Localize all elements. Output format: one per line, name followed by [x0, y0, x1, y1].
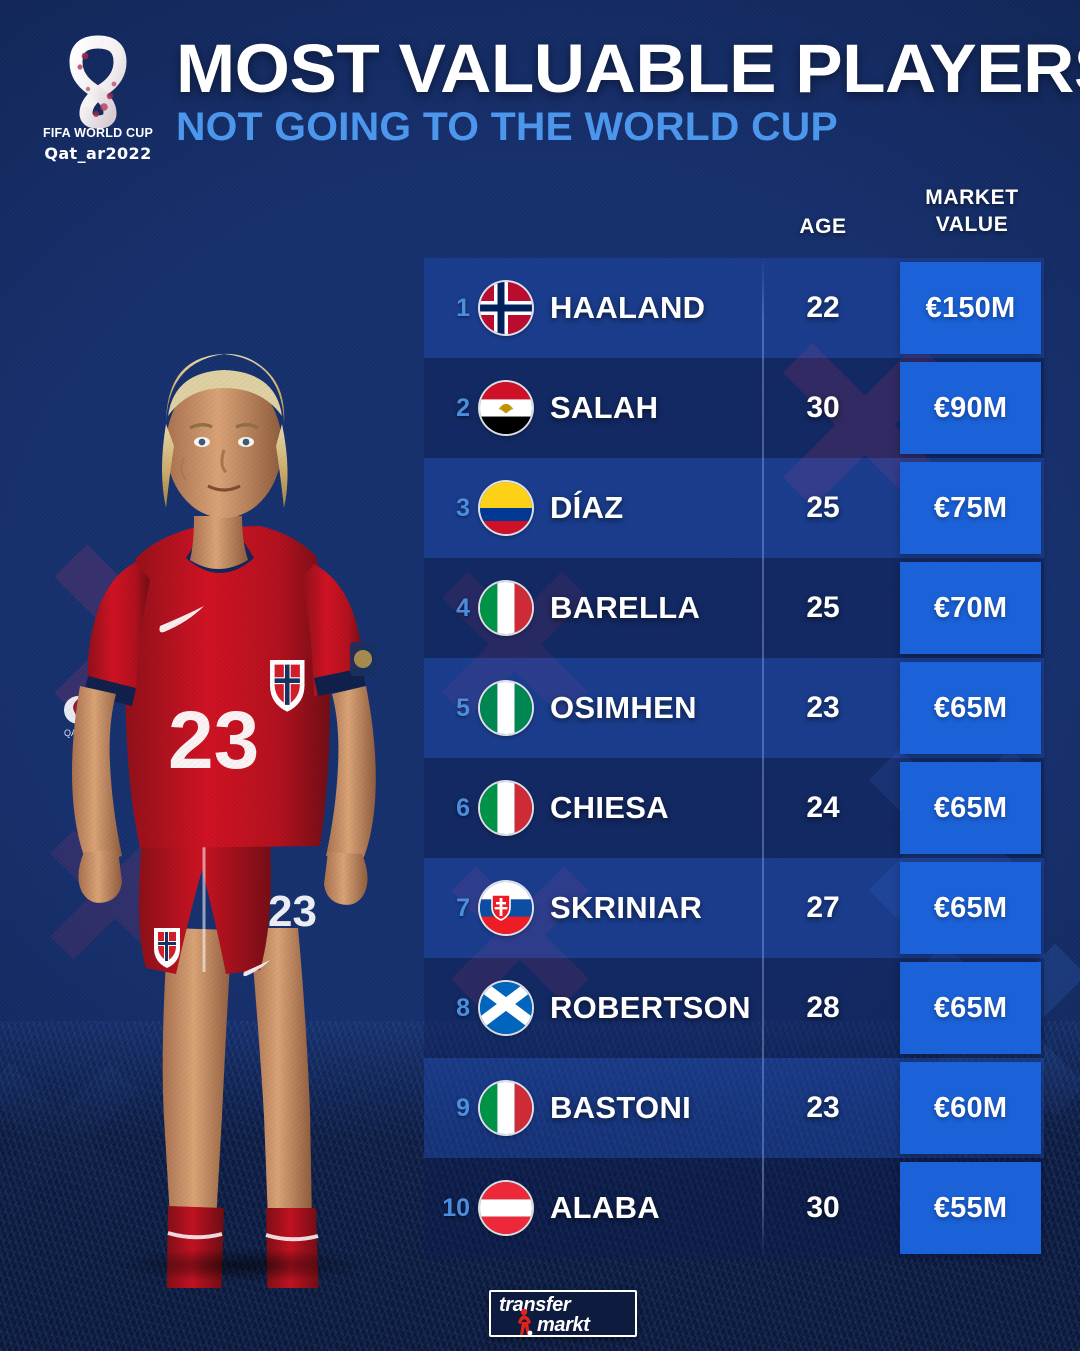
player-market-value: €65M: [900, 762, 1041, 854]
svg-text:23: 23: [168, 695, 259, 786]
player-name: DÍAZ: [550, 490, 624, 525]
table-row[interactable]: 7 SKRINIAR 27 €65M: [424, 858, 1044, 958]
player-market-value: €150M: [900, 262, 1041, 354]
page-title: MOST VALUABLE PLAYERS: [176, 30, 1080, 107]
rank-number: 1: [456, 293, 470, 322]
rank-number: 5: [456, 693, 470, 722]
player-name: ALABA: [550, 1190, 660, 1225]
title-block: MOST VALUABLE PLAYERS NOT GOING TO THE W…: [176, 34, 1080, 147]
austria-flag: [480, 1182, 532, 1234]
italy-flag: [480, 1082, 532, 1134]
table-column-divider: [762, 258, 764, 1258]
player-market-value: €65M: [900, 662, 1041, 754]
column-header-market-value: MARKET VALUE: [900, 185, 1044, 239]
rank-number: 9: [456, 1093, 470, 1122]
italy-flag: [480, 582, 532, 634]
slovakia-flag: [480, 882, 532, 934]
page-subtitle: NOT GOING TO THE WORLD CUP: [176, 105, 838, 150]
italy-flag: [480, 782, 532, 834]
table-row[interactable]: 9 BASTONI 23 €60M: [424, 1058, 1044, 1158]
nigeria-flag: [480, 682, 532, 734]
player-age: 23: [806, 691, 840, 724]
player-market-value: €65M: [900, 962, 1041, 1054]
transfermarkt-logo-bottom: markt: [537, 1314, 590, 1336]
column-header-age: AGE: [799, 215, 847, 238]
table-row[interactable]: 6 CHIESA 24 €65M: [424, 758, 1044, 858]
scotland-flag: [480, 982, 532, 1034]
player-market-value: €70M: [900, 562, 1041, 654]
players-table: 1 HAALAND 22 €150M 2 SALAH 30 €90M 3 DÍA…: [424, 258, 1044, 1258]
player-age: 22: [806, 291, 840, 324]
footballer-icon: [518, 1308, 533, 1335]
player-market-value: €90M: [900, 362, 1041, 454]
player-age: 30: [806, 1191, 840, 1224]
rank-number: 10: [442, 1193, 470, 1222]
player-age: 24: [806, 791, 840, 824]
table-row[interactable]: 4 BARELLA 25 €70M: [424, 558, 1044, 658]
svg-text:23: 23: [268, 887, 317, 936]
table-row[interactable]: 3 DÍAZ 25 €75M: [424, 458, 1044, 558]
fifa-logo-line1: FIFA WORLD CUP: [43, 126, 153, 140]
transfermarkt-logo[interactable]: transfer markt: [489, 1290, 637, 1337]
player-name: SKRINIAR: [550, 890, 703, 925]
player-market-value: €75M: [900, 462, 1041, 554]
player-market-value: €55M: [900, 1162, 1041, 1254]
player-name: OSIMHEN: [550, 690, 697, 725]
player-market-value: €65M: [900, 862, 1041, 954]
player-name: BASTONI: [550, 1090, 692, 1125]
egypt-flag: [480, 382, 532, 434]
rank-number: 3: [456, 493, 470, 522]
player-age: 25: [806, 591, 840, 624]
player-market-value: €60M: [900, 1062, 1041, 1154]
player-age: 23: [806, 1091, 840, 1124]
colombia-flag: [480, 482, 532, 534]
fifa-logo-line2: Qat_ar2022: [44, 144, 152, 163]
player-name: ROBERTSON: [550, 990, 751, 1025]
table-row[interactable]: 1 HAALAND 22 €150M: [424, 258, 1044, 358]
table-row[interactable]: 5 OSIMHEN 23 €65M: [424, 658, 1044, 758]
rank-number: 7: [456, 893, 470, 922]
player-name: HAALAND: [550, 290, 706, 325]
player-age: 28: [806, 991, 840, 1024]
player-age: 27: [806, 891, 840, 924]
player-name: SALAH: [550, 390, 659, 425]
player-age: 30: [806, 391, 840, 424]
player-name: BARELLA: [550, 590, 701, 625]
column-header-market-value-line2: VALUE: [935, 212, 1009, 236]
rank-number: 2: [456, 393, 470, 422]
table-row[interactable]: 10 ALABA 30 €55M: [424, 1158, 1044, 1258]
rank-number: 6: [456, 793, 470, 822]
table-row[interactable]: 8 ROBERTSON 28 €65M: [424, 958, 1044, 1058]
rank-number: 8: [456, 993, 470, 1022]
player-photo: 23 23: [18, 228, 438, 1351]
player-shadow: [113, 1248, 373, 1282]
header: FIFA WORLD CUP Qat_ar2022 MOST VALUABLE …: [0, 0, 1080, 180]
player-name: CHIESA: [550, 790, 669, 825]
column-header-market-value-line1: MARKET: [925, 186, 1019, 209]
transfermarkt-logo-top: transfer: [499, 1294, 571, 1316]
rank-number: 4: [456, 593, 470, 622]
player-age: 25: [806, 491, 840, 524]
fifa-world-cup-logo: FIFA WORLD CUP Qat_ar2022: [28, 34, 168, 174]
table-row[interactable]: 2 SALAH 30 €90M: [424, 358, 1044, 458]
norway-flag: [480, 282, 532, 334]
